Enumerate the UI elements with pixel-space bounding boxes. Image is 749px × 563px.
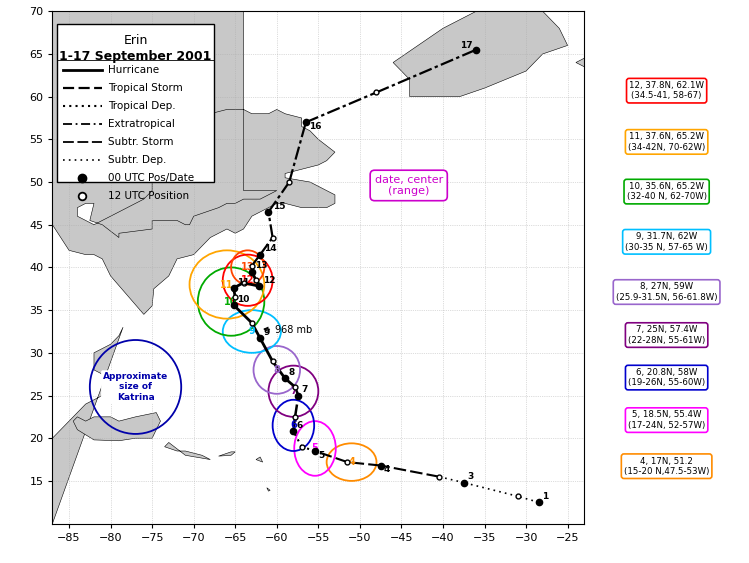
- FancyBboxPatch shape: [57, 24, 214, 182]
- Text: Subtr. Dep.: Subtr. Dep.: [108, 155, 166, 165]
- Text: 5: 5: [318, 451, 324, 460]
- Text: 8, 27N, 59W
(25.9-31.5N, 56-61.8W): 8, 27N, 59W (25.9-31.5N, 56-61.8W): [616, 282, 718, 302]
- Polygon shape: [393, 11, 568, 97]
- Text: 11: 11: [237, 278, 249, 287]
- Text: 968 mb: 968 mb: [264, 325, 312, 335]
- Text: 16: 16: [309, 122, 321, 131]
- Text: 12 UTC Position: 12 UTC Position: [108, 191, 189, 200]
- Text: date, center
(range): date, center (range): [374, 175, 443, 196]
- Text: 6: 6: [290, 421, 297, 430]
- Text: 4, 17N, 51.2
(15-20 N,47.5-53W): 4, 17N, 51.2 (15-20 N,47.5-53W): [624, 457, 709, 476]
- Text: 6, 20.8N, 58W
(19-26N, 55-60W): 6, 20.8N, 58W (19-26N, 55-60W): [628, 368, 705, 387]
- Polygon shape: [219, 452, 235, 456]
- Polygon shape: [576, 46, 667, 71]
- Text: 12: 12: [241, 275, 255, 285]
- Text: 10: 10: [237, 294, 249, 303]
- Text: 12: 12: [263, 276, 275, 285]
- Text: Tropical Storm: Tropical Storm: [108, 83, 183, 93]
- Text: Erin: Erin: [124, 34, 148, 47]
- Text: 9: 9: [249, 327, 255, 337]
- Text: 1-17 September 2001: 1-17 September 2001: [59, 50, 212, 62]
- Text: 11, 37.6N, 65.2W
(34-42N, 70-62W): 11, 37.6N, 65.2W (34-42N, 70-62W): [628, 132, 706, 151]
- Text: 7, 25N, 57.4W
(22-28N, 55-61W): 7, 25N, 57.4W (22-28N, 55-61W): [628, 325, 706, 345]
- Text: 4: 4: [348, 457, 355, 467]
- Text: 8: 8: [273, 365, 280, 375]
- Text: Extratropical: Extratropical: [108, 119, 175, 129]
- Polygon shape: [73, 413, 160, 441]
- Text: 4: 4: [384, 466, 390, 475]
- Polygon shape: [267, 488, 270, 491]
- Text: 9, 31.7N, 62W
(30-35 N, 57-65 W): 9, 31.7N, 62W (30-35 N, 57-65 W): [625, 232, 708, 252]
- Text: 7: 7: [302, 385, 308, 394]
- Text: 13: 13: [255, 261, 267, 270]
- Text: 10: 10: [225, 297, 238, 307]
- Text: 1: 1: [542, 492, 548, 501]
- Text: 5: 5: [312, 444, 318, 453]
- Text: 15: 15: [273, 202, 285, 211]
- Text: 7: 7: [290, 386, 297, 396]
- Text: 17: 17: [460, 41, 472, 50]
- Text: 00 UTC Pos/Date: 00 UTC Pos/Date: [108, 173, 194, 183]
- Text: 14: 14: [264, 244, 277, 253]
- Text: 6: 6: [297, 421, 303, 430]
- Text: Subtr. Storm: Subtr. Storm: [108, 137, 174, 147]
- Text: 11: 11: [220, 279, 234, 289]
- Text: Approximate
size of
Katrina: Approximate size of Katrina: [103, 372, 168, 402]
- Text: 3: 3: [467, 472, 473, 481]
- Text: 5, 18.5N, 55.4W
(17-24N, 52-57W): 5, 18.5N, 55.4W (17-24N, 52-57W): [628, 410, 706, 430]
- Polygon shape: [165, 443, 210, 459]
- Polygon shape: [52, 327, 123, 524]
- Text: Tropical Dep.: Tropical Dep.: [108, 101, 176, 111]
- Polygon shape: [256, 457, 263, 462]
- Text: 12, 37.8N, 62.1W
(34.5-41, 58-67): 12, 37.8N, 62.1W (34.5-41, 58-67): [629, 81, 704, 100]
- Text: 13: 13: [241, 262, 255, 272]
- Text: 8: 8: [288, 368, 294, 377]
- Text: 10, 35.6N, 65.2W
(32-40 N, 62-70W): 10, 35.6N, 65.2W (32-40 N, 62-70W): [627, 182, 706, 202]
- Polygon shape: [52, 11, 335, 314]
- Text: 9: 9: [264, 328, 270, 337]
- Text: Hurricane: Hurricane: [108, 65, 160, 75]
